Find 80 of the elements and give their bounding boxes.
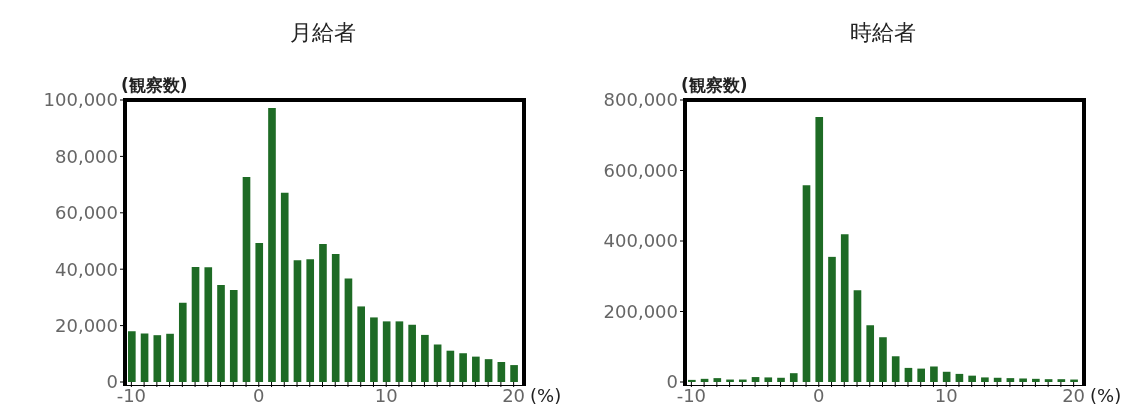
bar (1057, 379, 1066, 382)
bar (191, 266, 200, 382)
bar (777, 377, 785, 382)
bar (751, 377, 760, 382)
bar (1044, 379, 1053, 382)
bar (421, 334, 429, 382)
bar (128, 331, 136, 382)
bar (433, 344, 442, 382)
bar (891, 356, 900, 382)
bar (395, 321, 404, 382)
bar (484, 359, 493, 382)
bar (357, 306, 365, 382)
bar (510, 365, 518, 382)
bar (853, 290, 862, 382)
chart-title: 時給者 (848, 19, 917, 47)
x-tick-label: 10 (934, 384, 958, 406)
bar (968, 375, 976, 382)
bar (764, 377, 773, 382)
y-tick-label: 800,000 (603, 89, 678, 111)
bar (1006, 378, 1015, 382)
bar (802, 185, 811, 382)
bar (319, 244, 327, 382)
y-tick-label: 100,000 (43, 89, 118, 111)
x-axis-title: (%) (530, 385, 562, 406)
bar (280, 192, 289, 382)
bar (789, 373, 798, 382)
bar (331, 253, 340, 382)
bar (229, 290, 238, 382)
bar (955, 373, 964, 382)
bar (688, 379, 696, 382)
bar (904, 367, 913, 382)
bar (828, 256, 836, 382)
bar (1032, 378, 1040, 382)
bar (293, 260, 302, 382)
bar (840, 234, 849, 382)
bar (178, 302, 187, 382)
y-tick-label: 40,000 (55, 258, 118, 280)
chart-title: 月給者 (288, 19, 357, 47)
bar (866, 325, 875, 382)
bar (344, 278, 353, 382)
x-tick-label: 0 (813, 384, 825, 406)
bar (472, 356, 480, 382)
x-axis-title: (%) (1090, 385, 1122, 406)
bar (153, 335, 162, 382)
y-tick-label: 200,000 (603, 300, 678, 322)
bar (242, 176, 251, 382)
y-axis-title: (観察数) (681, 74, 748, 97)
y-tick-label: 600,000 (603, 159, 678, 181)
bar (879, 337, 887, 382)
bar (166, 333, 174, 382)
bar (981, 377, 989, 382)
y-tick-label: 400,000 (603, 230, 678, 252)
y-axis-title: (観察数) (121, 74, 188, 97)
bar (217, 284, 225, 382)
y-tick-label: 60,000 (55, 202, 118, 224)
x-tick-label: 0 (253, 384, 265, 406)
bar (306, 259, 315, 382)
x-tick-label: 20 (502, 384, 526, 406)
bar (815, 116, 824, 382)
bar (917, 368, 925, 382)
bar (713, 378, 722, 382)
x-tick-label: 10 (374, 384, 398, 406)
bar (382, 321, 391, 382)
y-tick-label: 20,000 (55, 314, 118, 336)
bar (1019, 378, 1027, 382)
y-tick-label: 80,000 (55, 145, 118, 167)
x-tick-label: -10 (676, 384, 707, 406)
bar (942, 371, 951, 382)
bar (204, 267, 213, 382)
bar (497, 361, 506, 382)
x-tick-label: 20 (1062, 384, 1086, 406)
bar (446, 350, 455, 382)
bar (459, 353, 467, 382)
bar (268, 107, 276, 382)
bar (408, 324, 416, 382)
bar (140, 333, 149, 382)
bar (255, 242, 264, 382)
x-tick-label: -10 (116, 384, 147, 406)
bar (370, 317, 378, 382)
bar (930, 366, 938, 382)
